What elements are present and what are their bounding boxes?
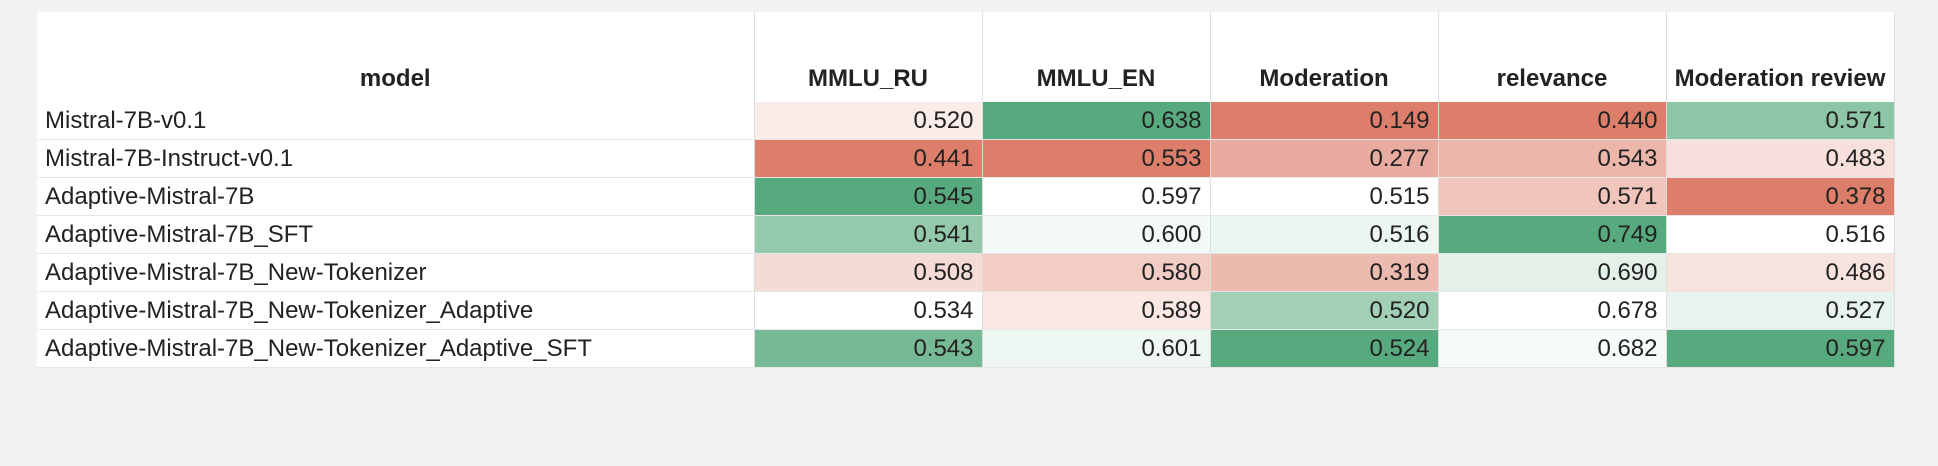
metric-cell: 0.527 (1666, 291, 1895, 330)
table-row: Adaptive-Mistral-7B_New-Tokenizer 0.508 0.… (37, 253, 1895, 292)
model-name: Adaptive-Mistral-7B_New-Tokenizer (37, 253, 755, 292)
table-row: Adaptive-Mistral-7B_SFT 0.541 0.600 0.516 0.… (37, 215, 1895, 254)
metric-cell: 0.571 (1666, 102, 1895, 140)
metric-cell: 0.597 (1666, 329, 1895, 368)
metric-cell: 0.597 (982, 177, 1211, 216)
metric-cell: 0.277 (1210, 139, 1439, 178)
metric-cell: 0.638 (982, 102, 1211, 140)
table-row: Adaptive-Mistral-7B_New-Tokenizer_Adapti… (37, 329, 1895, 368)
metric-cell: 0.319 (1210, 253, 1439, 292)
table-row: Adaptive-Mistral-7B_New-Tokenizer_Adapti… (37, 291, 1895, 330)
column-header: relevance (1438, 12, 1667, 102)
metric-cell: 0.378 (1666, 177, 1895, 216)
metric-cell: 0.524 (1210, 329, 1439, 368)
table-row: Adaptive-Mistral-7B 0.545 0.597 0.515 0.571 0… (37, 177, 1895, 216)
table-row: Mistral-7B-Instruct-v0.1 0.441 0.553 0.277 0… (37, 139, 1895, 178)
metric-cell: 0.553 (982, 139, 1211, 178)
metric-cell: 0.601 (982, 329, 1211, 368)
metric-cell: 0.589 (982, 291, 1211, 330)
metric-cell: 0.749 (1438, 215, 1667, 254)
metric-cell: 0.543 (1438, 139, 1667, 178)
metric-cell: 0.516 (1210, 215, 1439, 254)
metric-cell: 0.682 (1438, 329, 1667, 368)
model-name: Adaptive-Mistral-7B_New-Tokenizer_Adapti… (37, 329, 755, 368)
metric-cell: 0.690 (1438, 253, 1667, 292)
model-name: Adaptive-Mistral-7B_SFT (37, 215, 755, 254)
table-wrapper: model MMLU_RU MMLU_EN Moderation relevance Mo… (37, 12, 1895, 368)
column-header: MMLU_EN (982, 12, 1211, 102)
column-header: MMLU_RU (754, 12, 983, 102)
metric-cell: 0.678 (1438, 291, 1667, 330)
column-header: Moderation review (1666, 12, 1895, 102)
metric-cell: 0.515 (1210, 177, 1439, 216)
metric-cell: 0.440 (1438, 102, 1667, 140)
table-body: Mistral-7B-v0.1 0.520 0.638 0.149 0.440 0.571… (37, 102, 1895, 368)
metric-cell: 0.580 (982, 253, 1211, 292)
metric-cell: 0.545 (754, 177, 983, 216)
model-name: Mistral-7B-Instruct-v0.1 (37, 139, 755, 178)
metric-cell: 0.483 (1666, 139, 1895, 178)
metric-cell: 0.149 (1210, 102, 1439, 140)
header-row: model MMLU_RU MMLU_EN Moderation relevance Mo… (37, 12, 1895, 102)
column-header: Moderation (1210, 12, 1439, 102)
metric-cell: 0.441 (754, 139, 983, 178)
metric-cell: 0.520 (754, 102, 983, 140)
metric-cell: 0.516 (1666, 215, 1895, 254)
results-table: model MMLU_RU MMLU_EN Moderation relevance Mo… (37, 12, 1895, 368)
model-name: Adaptive-Mistral-7B_New-Tokenizer_Adapti… (37, 291, 755, 330)
metric-cell: 0.541 (754, 215, 983, 254)
column-header: model (37, 12, 755, 102)
metric-cell: 0.543 (754, 329, 983, 368)
metric-cell: 0.534 (754, 291, 983, 330)
metric-cell: 0.600 (982, 215, 1211, 254)
metric-cell: 0.508 (754, 253, 983, 292)
metric-cell: 0.571 (1438, 177, 1667, 216)
metric-cell: 0.520 (1210, 291, 1439, 330)
model-name: Mistral-7B-v0.1 (37, 102, 755, 140)
table-row: Mistral-7B-v0.1 0.520 0.638 0.149 0.440 0.571 (37, 102, 1895, 140)
metric-cell: 0.486 (1666, 253, 1895, 292)
model-name: Adaptive-Mistral-7B (37, 177, 755, 216)
